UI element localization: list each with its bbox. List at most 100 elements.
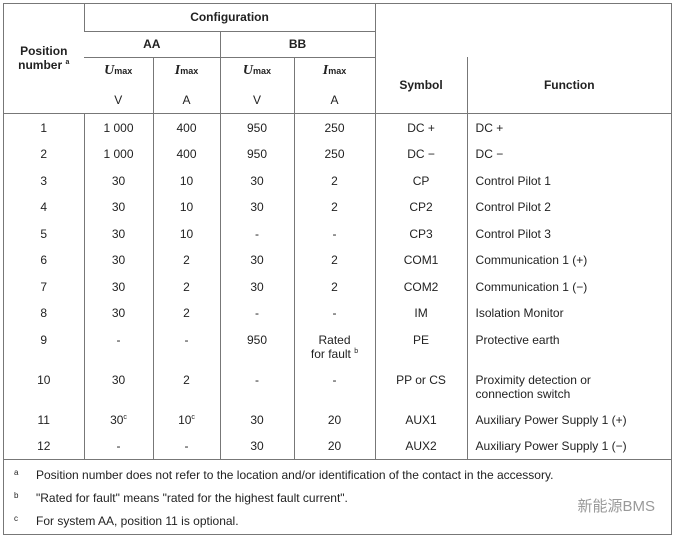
aa-imax-cell: 2 [152,299,220,326]
table-row: 5 30 10- - CP3 Control Pilot 3 [4,219,671,246]
aa-umax-cell: 1 000 [83,140,153,167]
spec-table-container: Position number a Configuration AA BB Uma… [3,3,672,535]
table-row: 3 30 10 30 2 CP Control Pilot 1 [4,166,671,193]
bb-imax-cell: 2 [293,193,376,220]
bb-imax-cell: 20 [293,432,376,460]
symbol-cell: PE [374,325,468,366]
aa-umax-cell: 30 [83,219,153,246]
aa-imax-cell: 2 [152,365,220,406]
aa-umax-cell: 1 000 [83,113,153,140]
function-cell: DC − [466,140,671,167]
symbol-cell: CP2 [374,193,468,220]
function-cell: Protective earth [466,325,671,366]
bb-umax-cell: - [219,219,294,246]
position-cell: 4 [40,200,48,214]
function-cell: Auxiliary Power Supply 1 (+) [466,405,671,432]
table-row: 4 30 10 30 2 CP2 Control Pilot 2 [4,193,671,220]
bb-imax-cell: - [293,365,376,406]
bb-umax-cell: 30 [219,246,294,273]
table-row: 8 30 2- - IM Isolation Monitor [4,299,671,326]
function-cell: Control Pilot 1 [466,166,671,193]
bb-imax-cell: 250 [293,140,376,167]
bb-header: BB [219,31,376,58]
symbol-cell: PP or CS [374,365,468,406]
symbol-cell: COM1 [374,246,468,273]
aa-imax-cell: 10c [152,405,220,432]
bb-imax-cell: 250 [293,113,376,140]
symbol-cell: IM [374,299,468,326]
bb-imax-cell: 2 [293,246,376,273]
table-row: 11 30c 10c 30 20 AUX1 Auxiliary Power Supply 1… [4,405,671,432]
symbol-cell: CP [374,166,468,193]
aa-umax-cell: 30 [83,246,153,273]
bb-imax-cell: 2 [293,272,376,299]
bb-umax-cell: 950 [219,140,294,167]
bb-umax-cell: 30 [219,432,294,460]
watermark: 新能源BMS [577,498,655,515]
position-cell: 11 [37,412,50,427]
position-cell: 8 [40,306,48,320]
symbol-cell: AUX2 [374,432,468,460]
table-row: 7 30 2 30 2 COM2 Communication 1 (−) [4,272,671,299]
aa-imax-cell: - [152,325,220,366]
aa-umax-cell: 30 [83,365,153,406]
aa-umax-cell: - [83,325,153,366]
position-cell: 6 [40,253,48,267]
symbol-cell: CP3 [374,219,468,246]
aa-umax-cell: 30 [83,299,153,326]
function-cell: Communication 1 (−) [466,272,671,299]
bb-imax-header: Imax A [293,57,376,114]
function-cell: Control Pilot 2 [466,193,671,220]
bb-umax-cell: - [219,299,294,326]
aa-imax-cell: 400 [152,113,220,140]
bb-umax-cell: 30 [219,166,294,193]
bb-imax-cell: 20 [293,405,376,432]
bb-umax-header: Umax V [219,57,294,114]
bb-umax-cell: 30 [219,405,294,432]
aa-imax-header: Imax A [152,57,220,114]
aa-imax-cell: 2 [152,272,220,299]
configuration-header: Configuration [83,4,376,32]
position-cell: 7 [40,279,48,294]
footnote-a: a Position number does not refer to the l… [14,468,554,482]
aa-umax-cell: 30 [83,166,153,193]
aa-imax-cell: 10 [152,219,220,246]
function-header: Function [466,57,671,114]
bb-imax-cell: Rated for fault b [293,325,376,366]
contact-ratings-table: Position number a Configuration AA BB Uma… [4,4,671,460]
bb-imax-cell: 2 [293,166,376,193]
symbol-header: Symbol [374,57,468,114]
position-cell: 12 [4,432,84,460]
function-cell: Isolation Monitor [466,299,671,326]
bb-imax-cell: - [293,219,376,246]
function-cell: Communication 1 (+) [466,246,671,273]
function-cell: Proximity detection or connection switch [466,365,671,406]
bb-umax-cell: 950 [219,113,294,140]
aa-umax-cell: 30 [83,193,153,220]
bb-imax-cell: - [293,299,376,326]
position-cell: 5 [40,226,48,241]
aa-imax-cell: 10 [152,166,220,193]
aa-imax-cell: 400 [152,140,220,167]
symbol-cell: AUX1 [374,405,468,432]
bb-umax-cell: - [219,365,294,406]
position-cell: 2 [40,147,48,161]
aa-umax-cell: - [83,432,153,460]
blank-header [374,4,671,57]
aa-imax-cell: - [152,432,220,460]
function-cell: Control Pilot 3 [466,219,671,246]
table-row: 10 30 2- - PP or CS Proximity detection or con… [4,365,671,406]
table-row: 6 30 2 30 2 COM1 Communication 1 (+) [4,246,671,273]
bb-umax-cell: 30 [219,272,294,299]
aa-header: AA [84,31,220,58]
footnote-c: c For system AA, position 11 is optional. [14,514,239,528]
function-cell: Auxiliary Power Supply 1 (−) [466,432,671,460]
position-cell: 3 [40,173,48,188]
symbol-cell: COM2 [374,272,468,299]
aa-umax-cell: 30c [83,405,153,432]
symbol-cell: DC − [374,140,468,167]
aa-umax-cell: 30 [83,272,153,299]
aa-imax-cell: 2 [152,246,220,273]
